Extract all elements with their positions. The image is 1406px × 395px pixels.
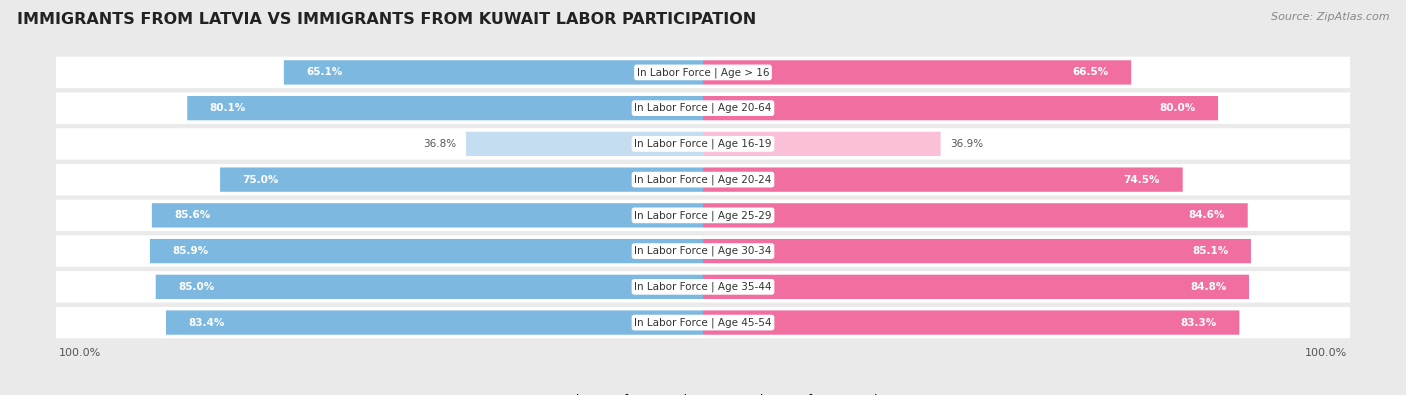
FancyBboxPatch shape	[166, 310, 703, 335]
FancyBboxPatch shape	[703, 310, 1239, 335]
Text: 74.5%: 74.5%	[1123, 175, 1160, 184]
FancyBboxPatch shape	[150, 239, 703, 263]
Text: In Labor Force | Age 30-34: In Labor Force | Age 30-34	[634, 246, 772, 256]
FancyBboxPatch shape	[703, 96, 1218, 120]
Text: 100.0%: 100.0%	[59, 348, 101, 357]
Text: 85.9%: 85.9%	[173, 246, 208, 256]
Text: 36.8%: 36.8%	[423, 139, 457, 149]
FancyBboxPatch shape	[703, 167, 1182, 192]
FancyBboxPatch shape	[56, 199, 1350, 231]
FancyBboxPatch shape	[56, 128, 1350, 160]
Text: In Labor Force | Age 16-19: In Labor Force | Age 16-19	[634, 139, 772, 149]
FancyBboxPatch shape	[56, 307, 1350, 338]
FancyBboxPatch shape	[56, 271, 1350, 303]
Text: 66.5%: 66.5%	[1073, 68, 1109, 77]
FancyBboxPatch shape	[221, 167, 703, 192]
FancyBboxPatch shape	[56, 235, 1350, 267]
Text: 83.4%: 83.4%	[188, 318, 225, 327]
Text: IMMIGRANTS FROM LATVIA VS IMMIGRANTS FROM KUWAIT LABOR PARTICIPATION: IMMIGRANTS FROM LATVIA VS IMMIGRANTS FRO…	[17, 12, 756, 27]
FancyBboxPatch shape	[703, 275, 1249, 299]
Text: Source: ZipAtlas.com: Source: ZipAtlas.com	[1271, 12, 1389, 22]
FancyBboxPatch shape	[703, 239, 1251, 263]
FancyBboxPatch shape	[703, 60, 1132, 85]
Text: 84.8%: 84.8%	[1189, 282, 1226, 292]
FancyBboxPatch shape	[56, 92, 1350, 124]
Text: 36.9%: 36.9%	[950, 139, 983, 149]
Text: In Labor Force | Age 20-24: In Labor Force | Age 20-24	[634, 174, 772, 185]
Text: 80.1%: 80.1%	[209, 103, 246, 113]
FancyBboxPatch shape	[284, 60, 703, 85]
Text: 65.1%: 65.1%	[307, 68, 343, 77]
FancyBboxPatch shape	[56, 164, 1350, 196]
Text: 85.1%: 85.1%	[1192, 246, 1229, 256]
Text: In Labor Force | Age 35-44: In Labor Force | Age 35-44	[634, 282, 772, 292]
Text: 85.6%: 85.6%	[174, 211, 211, 220]
Text: In Labor Force | Age 25-29: In Labor Force | Age 25-29	[634, 210, 772, 221]
Text: In Labor Force | Age 45-54: In Labor Force | Age 45-54	[634, 317, 772, 328]
Legend: Immigrants from Latvia, Immigrants from Kuwait: Immigrants from Latvia, Immigrants from …	[523, 394, 883, 395]
FancyBboxPatch shape	[465, 132, 703, 156]
Text: 100.0%: 100.0%	[1305, 348, 1347, 357]
FancyBboxPatch shape	[703, 132, 941, 156]
Text: 83.3%: 83.3%	[1181, 318, 1216, 327]
Text: 75.0%: 75.0%	[243, 175, 278, 184]
FancyBboxPatch shape	[187, 96, 703, 120]
FancyBboxPatch shape	[703, 203, 1247, 228]
FancyBboxPatch shape	[156, 275, 703, 299]
Text: 84.6%: 84.6%	[1189, 211, 1225, 220]
Text: 80.0%: 80.0%	[1160, 103, 1195, 113]
FancyBboxPatch shape	[56, 57, 1350, 88]
Text: 85.0%: 85.0%	[179, 282, 215, 292]
Text: In Labor Force | Age 20-64: In Labor Force | Age 20-64	[634, 103, 772, 113]
FancyBboxPatch shape	[152, 203, 703, 228]
Text: In Labor Force | Age > 16: In Labor Force | Age > 16	[637, 67, 769, 78]
